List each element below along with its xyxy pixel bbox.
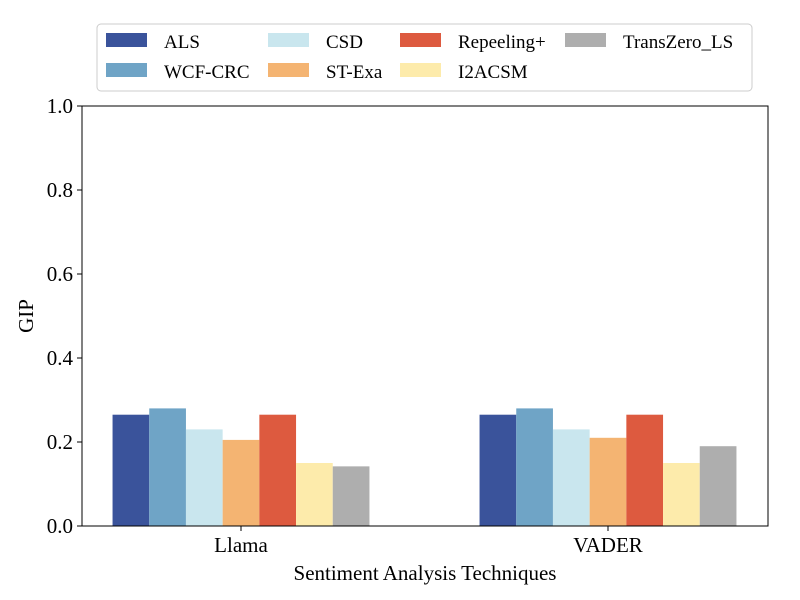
plot-frame [81,105,769,527]
y-tick-label: 0.8 [47,178,73,202]
bar-st-exa-llama [222,439,260,526]
bar-als-vader [479,414,517,526]
legend-swatch [565,33,606,47]
legend-label: TransZero_LS [623,32,733,53]
y-tick-label: 1.0 [47,94,73,118]
legend-label: ST-Exa [326,62,383,83]
bar-st-exa-vader [589,437,627,526]
bar-wcf-crc-llama [149,408,186,526]
x-axis: Llama VADER [214,526,643,557]
y-axis-title: GIP [14,299,38,333]
legend: ALS WCF-CRC CSD ST-Exa Repeeling+ I2ACSM Trans… [96,23,753,92]
bar-als-llama [112,414,150,526]
y-tick-label: 0.0 [47,514,73,538]
legend-label: WCF-CRC [164,62,250,83]
bar-repeeling--llama [259,414,297,526]
bar-i2acsm-llama [296,463,333,526]
x-tick-label-llama: Llama [214,533,268,557]
bar-transzero-ls-vader [699,446,737,526]
bar-repeeling--vader [626,414,664,526]
bar-wcf-crc-vader [516,408,553,526]
x-axis-title: Sentiment Analysis Techniques [294,561,557,585]
legend-label: I2ACSM [458,62,528,83]
legend-swatch [106,33,147,47]
legend-swatch [268,33,309,47]
y-axis: 0.0 0.2 0.4 0.6 0.8 1.0 [47,94,82,538]
y-tick-label: 0.2 [47,430,73,454]
legend-swatch [268,63,309,77]
legend-swatch [106,63,147,77]
legend-label: CSD [326,32,363,53]
y-tick-label: 0.6 [47,262,73,286]
legend-label: ALS [164,32,200,53]
bar-i2acsm-vader [663,463,700,526]
legend-swatch [400,63,441,77]
bar-csd-llama [185,429,223,526]
x-tick-label-vader: VADER [573,533,643,557]
legend-swatch [400,33,441,47]
legend-label: Repeeling+ [458,32,546,53]
y-tick-label: 0.4 [47,346,74,370]
bars-group [112,408,737,526]
bar-transzero-ls-llama [332,466,370,526]
bar-csd-vader [552,429,590,526]
